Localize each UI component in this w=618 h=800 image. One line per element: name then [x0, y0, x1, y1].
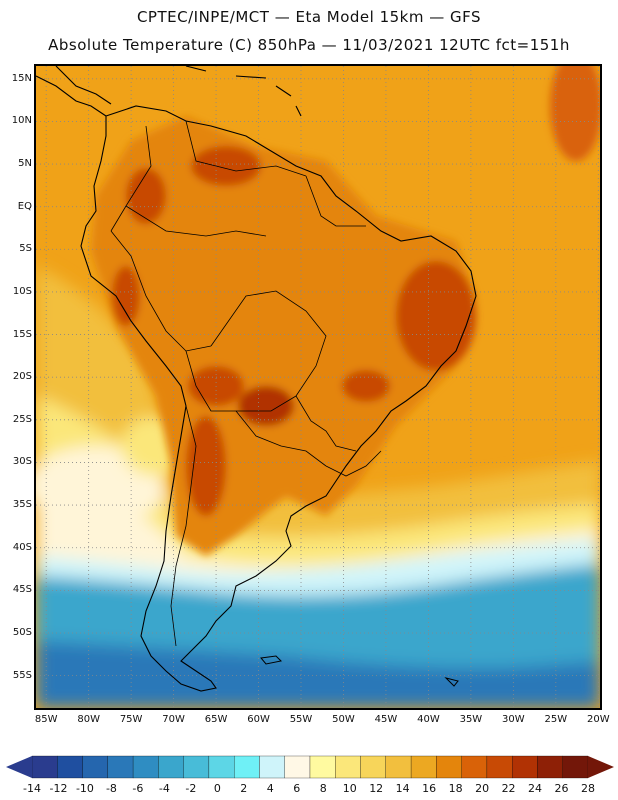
hot-core-southeast — [342, 370, 390, 402]
deep-cold-band — [36, 641, 600, 708]
latitude-label: 45S — [12, 584, 32, 596]
colorbar-label: 16 — [422, 782, 437, 795]
colorbar-label: 0 — [213, 782, 221, 795]
colorbar-label: 12 — [369, 782, 384, 795]
latitude-label: 5S — [19, 243, 32, 255]
longitude-label: 50W — [332, 714, 355, 725]
temperature-colorbar — [6, 755, 614, 779]
longitude-label: 60W — [247, 714, 270, 725]
temperature-map — [34, 64, 602, 710]
colorbar-swatch — [537, 755, 563, 779]
latitude-label: 10N — [11, 115, 32, 127]
latitude-label: EQ — [17, 200, 32, 212]
colorbar-swatch — [385, 755, 412, 779]
south-america-coastline — [80, 105, 477, 692]
colorbar-label: -14 — [23, 782, 41, 795]
colorbar-swatch — [31, 755, 58, 779]
latitude-label: 50S — [12, 626, 32, 638]
latitude-label: 30S — [12, 456, 32, 468]
central-america-coastline — [36, 66, 112, 117]
longitude-label: 80W — [77, 714, 100, 725]
colorbar-label: 22 — [501, 782, 516, 795]
colorbar-swatch — [57, 755, 83, 779]
colorbar-swatch — [461, 755, 488, 779]
colorbar-swatch — [562, 755, 589, 779]
colorbar-swatch — [234, 755, 260, 779]
longitude-label: 70W — [162, 714, 185, 725]
colorbar-swatch — [107, 755, 134, 779]
colorbar-swatch — [486, 755, 513, 779]
longitude-label: 25W — [544, 714, 568, 725]
colorbar-label: 14 — [395, 782, 410, 795]
longitude-label: 45W — [374, 714, 398, 725]
colorbar-swatch — [183, 755, 210, 779]
colorbar-high-arrow — [588, 756, 614, 778]
map-title-line2: Absolute Temperature (C) 850hPa — 11/03/… — [48, 36, 570, 54]
longitude-label: 20W — [586, 714, 610, 725]
colorbar-swatch — [335, 755, 361, 779]
colorbar-swatch — [436, 755, 462, 779]
warm-atlantic-patch — [550, 66, 600, 161]
colorbar-label: -8 — [105, 782, 117, 795]
land-warm-zone — [91, 116, 476, 556]
longitude-label: 35W — [459, 714, 483, 725]
colorbar-label: -4 — [158, 782, 170, 795]
falkland-islands — [260, 655, 283, 665]
hot-core-chaco — [238, 386, 294, 426]
country-borders — [110, 120, 382, 647]
colorbar-label: -12 — [49, 782, 68, 795]
colorbar-swatch — [158, 755, 184, 779]
coastlines — [36, 66, 477, 692]
colorbar-label: 20 — [475, 782, 490, 795]
latitude-label: 55S — [12, 669, 32, 681]
colorbar-swatch — [360, 755, 386, 779]
colorbar-swatch — [512, 755, 538, 779]
colorbar-swatch — [410, 755, 437, 779]
colorbar-swatch — [284, 755, 311, 779]
latitude-label: 15N — [11, 72, 32, 84]
caribbean-islands — [185, 66, 302, 117]
hot-core-venezuela — [191, 146, 261, 186]
hot-core-ne-brazil — [396, 261, 476, 371]
hot-core-peru — [112, 266, 140, 326]
colorbar-label: 24 — [528, 782, 543, 795]
colorbar-swatch — [309, 755, 336, 779]
longitude-label: 75W — [119, 714, 143, 725]
latitude-label: 15S — [12, 328, 32, 340]
longitude-label: 85W — [34, 714, 58, 725]
latitude-label: 40S — [12, 541, 32, 553]
colorbar-label: 18 — [448, 782, 463, 795]
colorbar-label: -10 — [75, 782, 94, 795]
longitude-label: 65W — [204, 714, 228, 725]
latitude-label: 25S — [12, 413, 32, 425]
latitude-label: 10S — [12, 285, 32, 297]
latitude-label: 5N — [18, 158, 32, 170]
colorbar-label: 8 — [319, 782, 327, 795]
colorbar-label: 4 — [266, 782, 274, 795]
colorbar-label: 10 — [342, 782, 357, 795]
colorbar-label: 6 — [293, 782, 301, 795]
map-title-line1: CPTEC/INPE/MCT — Eta Model 15km — GFS — [136, 8, 482, 26]
hot-core-argentina — [186, 416, 226, 516]
colorbar-label: 2 — [240, 782, 248, 795]
islands — [260, 655, 459, 687]
longitude-label: 55W — [289, 714, 313, 725]
south-georgia — [444, 677, 459, 687]
colorbar-label: -6 — [132, 782, 144, 795]
colorbar-swatch — [132, 755, 159, 779]
longitude-label: 30W — [502, 714, 525, 725]
colorbar-label: 28 — [581, 782, 595, 795]
hot-core-colombia — [126, 168, 166, 224]
colorbar-low-arrow — [6, 756, 32, 778]
colorbar-label: 26 — [554, 782, 569, 795]
latitude-label: 20S — [12, 371, 32, 383]
colorbar-swatch — [208, 755, 235, 779]
latitude-label: 35S — [12, 499, 32, 511]
colorbar-swatch — [82, 755, 108, 779]
longitude-label: 40W — [417, 714, 440, 725]
temperature-field — [36, 66, 600, 708]
colorbar-swatch — [259, 755, 285, 779]
colorbar-label: -2 — [185, 782, 197, 795]
